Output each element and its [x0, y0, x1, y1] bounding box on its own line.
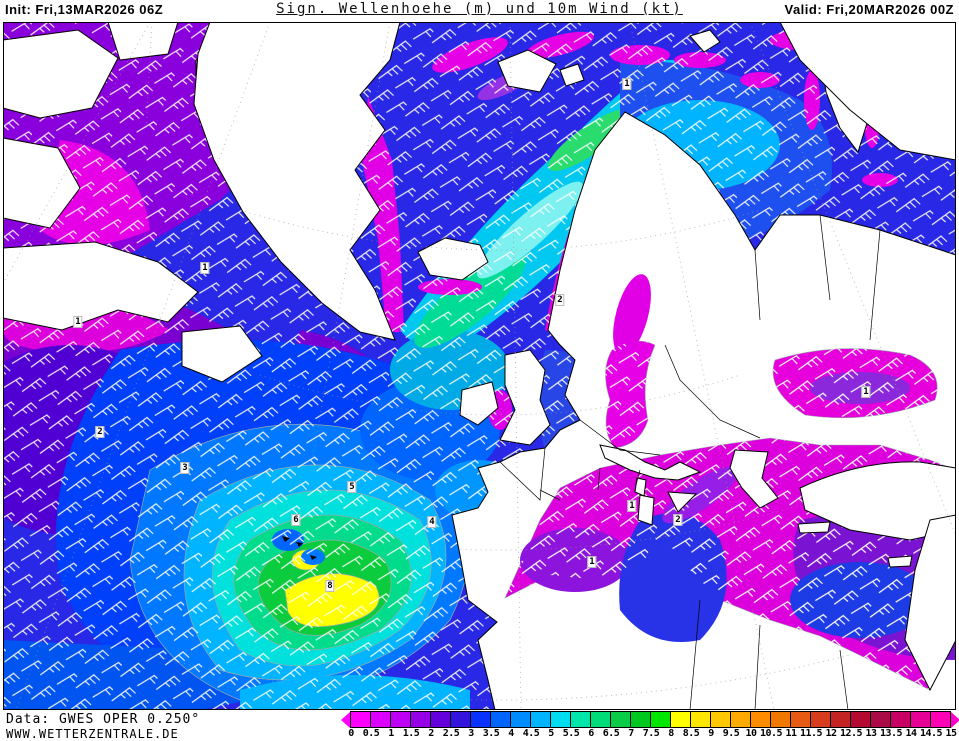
legend-tick: 8.5: [682, 728, 700, 739]
legend-tick: 11.5: [799, 728, 823, 739]
legend-tick: 11: [785, 728, 797, 739]
website-label: WWW.WETTERZENTRALE.DE: [6, 727, 179, 741]
legend-segment: [571, 712, 591, 727]
legend-segment: [391, 712, 411, 727]
legend-tick: 13.5: [879, 728, 903, 739]
legend-tick: 2: [428, 728, 434, 739]
azores-islands: [282, 536, 317, 560]
legend-segment: [631, 712, 651, 727]
data-source-label: Data: GWES OPER 0.250°: [6, 712, 201, 727]
legend-tick: 10.5: [759, 728, 783, 739]
valid-time-label: Valid: Fri,20MAR2026 00Z: [784, 2, 954, 17]
legend-segment: [811, 712, 831, 727]
wave-height-legend: 0 0.5 1 1.5 2 2.5 3 3.5 4 4.5 5 5.5 6 6.5 7 7.5 8 8.5 9 9.5…: [341, 711, 959, 741]
legend-segment: [731, 712, 751, 727]
graticule: [3, 22, 956, 710]
legend-tick: 10: [745, 728, 757, 739]
legend-segment: [831, 712, 851, 727]
legend-tick-labels: 0 0.5 1 1.5 2 2.5 3 3.5 4 4.5 5 5.5 6 6.5 7 7.5 8 8.5 9 9.5…: [341, 728, 959, 740]
legend-tick: 15: [945, 728, 957, 739]
legend-tick: 14.5: [919, 728, 943, 739]
legend-segment: [931, 712, 950, 727]
legend-segment: [591, 712, 611, 727]
init-time-label: Init: Fri,13MAR2026 06Z: [5, 2, 164, 17]
wave-height-map: [3, 22, 956, 710]
legend-segment: [851, 712, 871, 727]
legend-tick: 6.5: [602, 728, 620, 739]
legend-tick: 1.5: [402, 728, 420, 739]
legend-tick: 9: [708, 728, 714, 739]
legend-tick: 12.5: [839, 728, 863, 739]
legend-segment: [671, 712, 691, 727]
legend-tick: 4.5: [522, 728, 540, 739]
legend-segment: [871, 712, 891, 727]
map-area: [3, 22, 956, 710]
legend-tick: 9.5: [722, 728, 740, 739]
legend-tick: 1: [388, 728, 394, 739]
legend-segment: [791, 712, 811, 727]
legend-segment: [651, 712, 671, 727]
legend-segment: [511, 712, 531, 727]
legend-tick: 7: [628, 728, 634, 739]
legend-segment: [751, 712, 771, 727]
legend-segment: [371, 712, 391, 727]
map-title: Sign. Wellenhoehe (m) und 10m Wind (kt): [276, 1, 683, 17]
legend-tick: 0.5: [362, 728, 380, 739]
legend-segment: [711, 712, 731, 727]
legend-segment: [911, 712, 931, 727]
legend-segment: [351, 712, 371, 727]
map-border: [3, 22, 956, 710]
legend-segment: [491, 712, 511, 727]
legend-tick: 3: [468, 728, 474, 739]
legend-tick: 4: [508, 728, 514, 739]
legend-segment: [771, 712, 791, 727]
legend-segment: [471, 712, 491, 727]
legend-segment: [431, 712, 451, 727]
legend-segment: [531, 712, 551, 727]
legend-tick: 8: [668, 728, 674, 739]
legend-tick: 7.5: [642, 728, 660, 739]
legend-tick: 12: [825, 728, 837, 739]
legend-segment: [451, 712, 471, 727]
legend-segment: [691, 712, 711, 727]
legend-segments: [350, 711, 951, 728]
legend-tick: 6: [588, 728, 594, 739]
legend-tick: 3.5: [482, 728, 500, 739]
legend-right-arrow: [951, 711, 959, 728]
legend-segment: [411, 712, 431, 727]
legend-segment: [891, 712, 911, 727]
legend-tick: 5: [548, 728, 554, 739]
legend-tick: 14: [905, 728, 917, 739]
legend-tick: 2.5: [442, 728, 460, 739]
legend-tick: 0: [348, 728, 354, 739]
legend-colorbar: [341, 711, 959, 728]
legend-left-arrow: [341, 711, 350, 728]
legend-tick: 5.5: [562, 728, 580, 739]
legend-tick: 13: [865, 728, 877, 739]
legend-segment: [611, 712, 631, 727]
legend-segment: [551, 712, 571, 727]
mediterranean-land: [599, 444, 956, 692]
